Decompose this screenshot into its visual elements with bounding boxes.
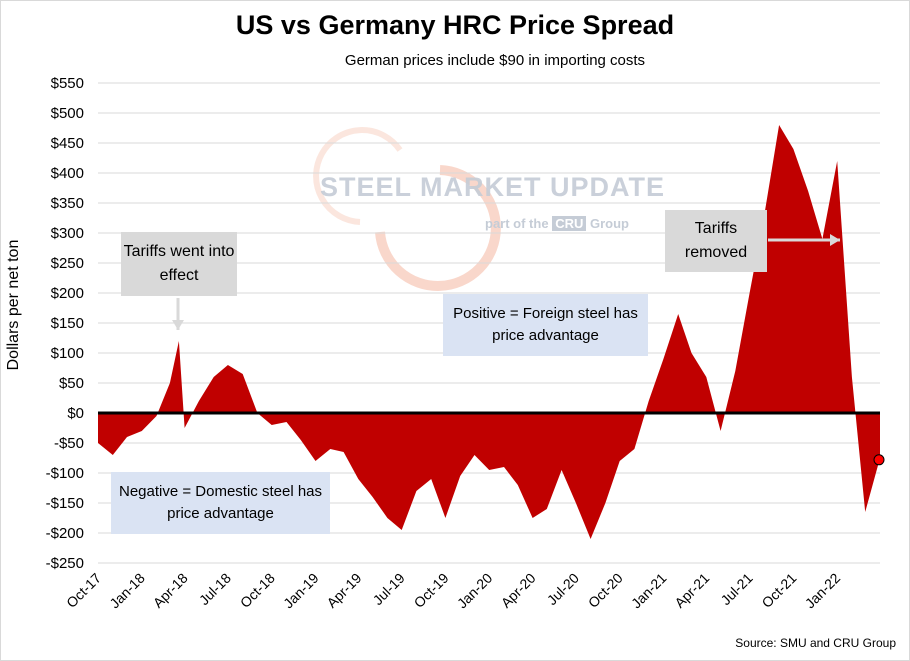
- x-tick-label: Apr-20: [498, 570, 539, 611]
- tariffs-off-arrow-arrowhead-icon: [830, 234, 840, 246]
- y-tick-label: -$50: [54, 435, 84, 452]
- y-tick-label: $350: [51, 195, 84, 212]
- x-tick-label: Jul-18: [196, 570, 234, 608]
- y-tick-label: $400: [51, 165, 84, 182]
- watermark-sub-suffix: Group: [589, 216, 629, 231]
- annotation-arrows: [172, 234, 840, 330]
- y-tick-label: $200: [51, 285, 84, 302]
- x-tick-label: Oct-19: [411, 570, 452, 611]
- x-tick-label: Oct-18: [237, 570, 278, 611]
- x-tick-label: Jul-21: [717, 570, 755, 608]
- x-tick-label: Apr-21: [671, 570, 712, 611]
- y-axis-ticks: $550 $500 $450 $400 $350 $300 $250 $200 $150 $100…: [46, 75, 84, 572]
- y-tick-label: -$150: [46, 495, 84, 512]
- y-tick-label: $100: [51, 345, 84, 362]
- positive-note: Positive = Foreign steel has price advan…: [443, 294, 648, 356]
- source-note: Source: SMU and CRU Group: [735, 636, 896, 650]
- y-tick-label: $450: [51, 135, 84, 152]
- x-tick-label: Oct-17: [63, 570, 104, 611]
- watermark-sub-prefix: part of the: [485, 216, 549, 231]
- y-tick-label: -$100: [46, 465, 84, 482]
- watermark-text: STEEL MARKET UPDATE: [320, 172, 666, 202]
- tariffs-on-arrow-arrowhead-icon: [172, 320, 184, 330]
- y-tick-label: $150: [51, 315, 84, 332]
- y-tick-label: $300: [51, 225, 84, 242]
- latest-value-marker: [873, 454, 885, 466]
- y-tick-label: $250: [51, 255, 84, 272]
- y-tick-label: -$200: [46, 525, 84, 542]
- x-tick-label: Jan-21: [628, 570, 670, 612]
- tariffs-on-label: Tariffs went into effect: [121, 232, 237, 296]
- x-axis-ticks: Oct-17 Jan-18 Apr-18 Jul-18 Oct-18 Jan-19 Apr-…: [63, 570, 843, 612]
- spread-area: [98, 125, 880, 539]
- x-tick-label: Jan-18: [106, 570, 148, 612]
- watermark-subtext: part of the CRU Group: [485, 216, 629, 231]
- x-tick-label: Oct-20: [585, 570, 626, 611]
- tariffs-off-label: Tariffs removed: [665, 210, 767, 272]
- x-tick-label: Jan-20: [454, 570, 496, 612]
- x-tick-label: Jan-19: [280, 570, 322, 612]
- x-tick-label: Jul-19: [369, 570, 407, 608]
- y-tick-label: -$250: [46, 555, 84, 572]
- chart-title: US vs Germany HRC Price Spread: [235, 10, 675, 40]
- negative-note: Negative = Domestic steel has price adva…: [111, 472, 330, 534]
- x-tick-label: Oct-21: [758, 570, 799, 611]
- watermark-cru-mark: CRU: [552, 216, 587, 231]
- x-tick-label: Jul-20: [544, 570, 582, 608]
- y-tick-label: $550: [51, 75, 84, 92]
- x-tick-label: Jan-22: [802, 570, 844, 612]
- y-tick-label: $50: [59, 375, 84, 392]
- y-tick-label: $0: [67, 405, 84, 422]
- y-tick-label: $500: [51, 105, 84, 122]
- chart-subtitle: German prices include $90 in importing c…: [344, 52, 646, 69]
- x-tick-label: Apr-18: [150, 570, 191, 611]
- x-tick-label: Apr-19: [323, 570, 364, 611]
